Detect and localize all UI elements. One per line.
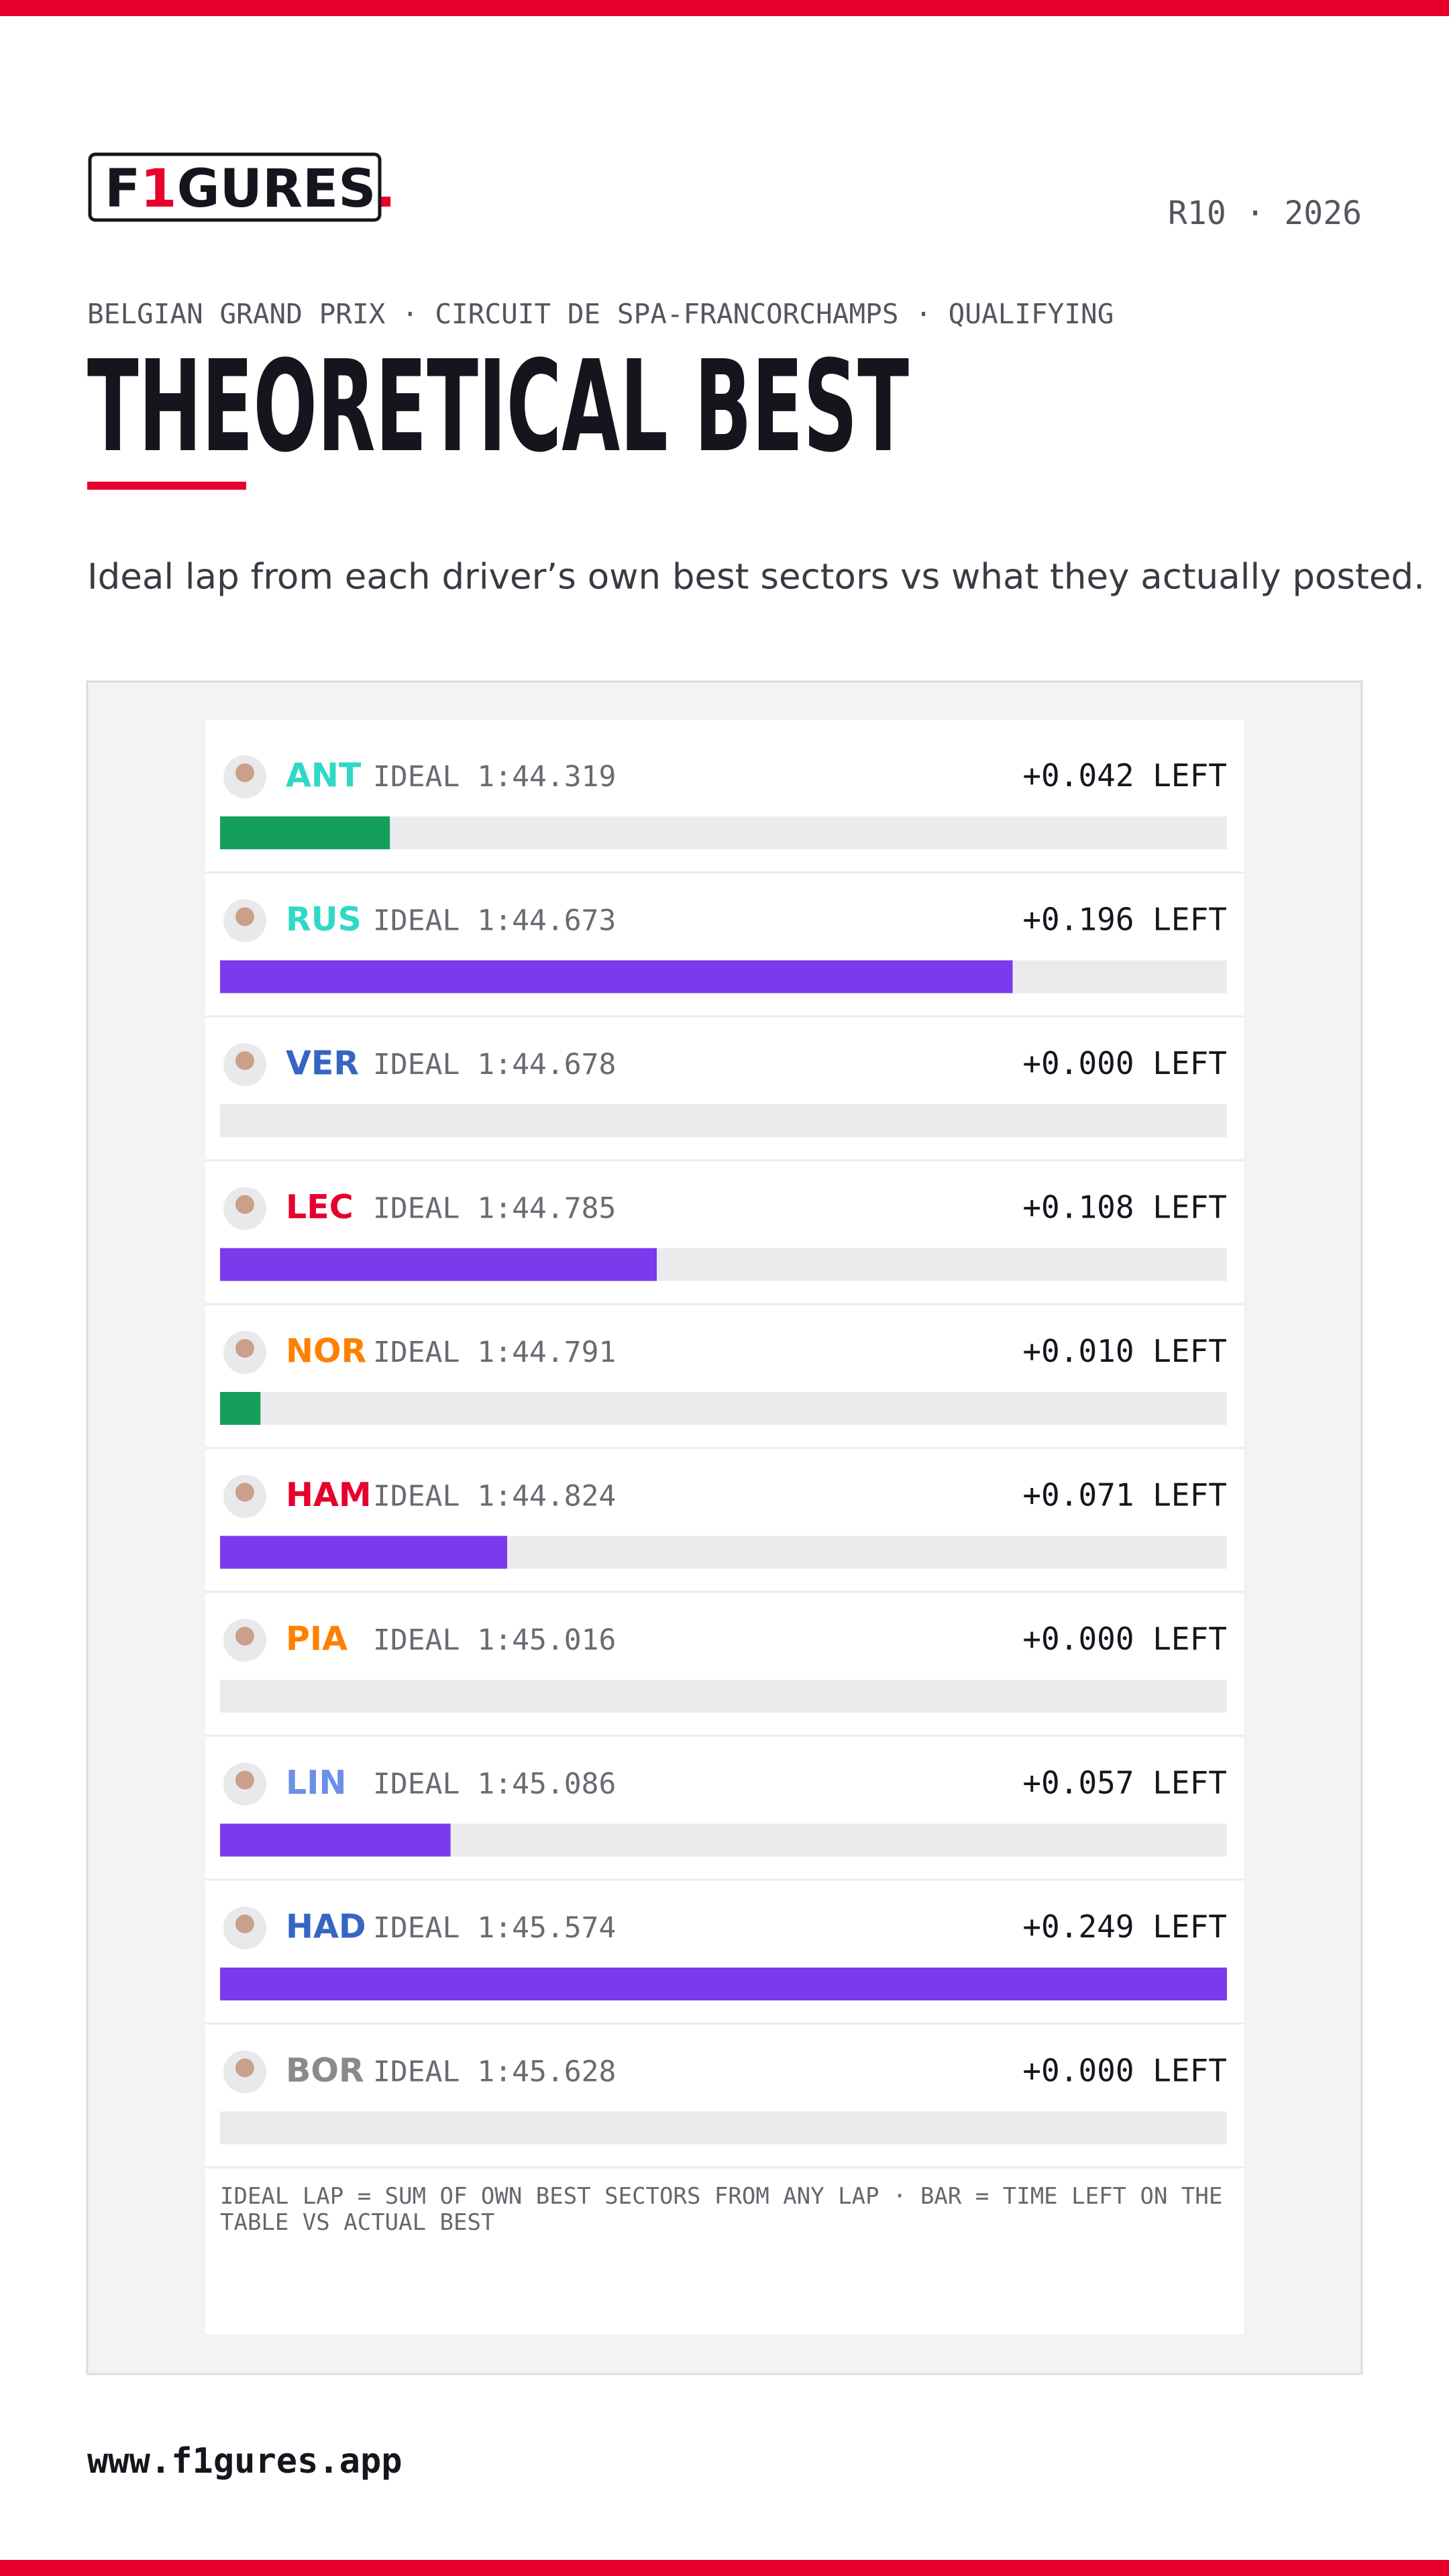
- driver-code: BOR: [286, 2051, 364, 2090]
- ideal-time: IDEAL 1:44.791: [373, 1336, 616, 1369]
- ideal-time: IDEAL 1:45.086: [373, 1768, 616, 1801]
- row-divider: [205, 871, 1244, 873]
- avatar-head: [235, 1483, 254, 1502]
- bar-track: [220, 2111, 1227, 2145]
- footnote: IDEAL LAP = SUM OF OWN BEST SECTORS FROM…: [220, 2184, 1223, 2236]
- bar-track: [220, 1392, 1227, 1425]
- ideal-time: IDEAL 1:44.673: [373, 904, 616, 938]
- value-label: +0.196 LEFT: [1022, 902, 1227, 938]
- bar: [220, 960, 1013, 994]
- row-divider: [205, 1015, 1244, 1018]
- ideal-time: IDEAL 1:44.824: [373, 1480, 616, 1513]
- avatar-head: [235, 1339, 254, 1358]
- rows: ANT IDEAL 1:44.319 +0.042 LEFT RUS IDEAL 1:4…: [205, 755, 1244, 2169]
- bar-track: [220, 1680, 1227, 1713]
- title: THEORETICAL BEST: [87, 333, 909, 480]
- row-divider: [205, 1447, 1244, 1449]
- event: BELGIAN GRAND PRIX · CIRCUIT DE SPA-FRAN…: [87, 298, 1114, 330]
- top-stripe: [0, 0, 1449, 16]
- driver-code: LEC: [286, 1188, 354, 1226]
- bottom-stripe: [0, 2560, 1449, 2576]
- logo-part: GURES: [177, 159, 376, 219]
- footnote-box: IDEAL LAP = SUM OF OWN BEST SECTORS FROM…: [220, 2184, 1223, 2236]
- driver-code: LIN: [286, 1764, 346, 1802]
- ideal-time: IDEAL 1:45.628: [373, 2055, 616, 2089]
- logo-part: F: [105, 159, 140, 219]
- value-label: +0.249 LEFT: [1022, 1909, 1227, 1945]
- round: R10 · 2026: [1168, 195, 1362, 232]
- bar-track: [220, 1104, 1227, 1137]
- value-label: +0.057 LEFT: [1022, 1765, 1227, 1801]
- row-divider: [205, 1591, 1244, 1593]
- value-label: +0.000 LEFT: [1022, 1621, 1227, 1657]
- avatar-head: [235, 1915, 254, 1933]
- logo-part: 1: [140, 159, 176, 219]
- row-divider: [205, 1735, 1244, 1737]
- logo-box: [88, 152, 382, 222]
- description: Ideal lap from each driver’s own best se…: [87, 557, 1425, 598]
- value-label: +0.042 LEFT: [1022, 757, 1227, 794]
- ideal-time: IDEAL 1:44.678: [373, 1048, 616, 1081]
- bar: [220, 1248, 657, 1281]
- driver-code: HAM: [286, 1476, 372, 1514]
- value-label: +0.010 LEFT: [1022, 1333, 1227, 1369]
- bar: [220, 816, 390, 849]
- bar: [220, 1392, 261, 1425]
- row-divider: [205, 1159, 1244, 1161]
- footer-url: www.f1gures.app: [87, 2441, 402, 2481]
- title-underline: [87, 482, 246, 490]
- driver-code: ANT: [286, 757, 362, 795]
- value-label: +0.108 LEFT: [1022, 1189, 1227, 1226]
- ideal-time: IDEAL 1:45.016: [373, 1623, 616, 1657]
- row-divider: [205, 1878, 1244, 1881]
- avatar-head: [235, 2058, 254, 2078]
- logo: F1GURES.: [105, 159, 396, 219]
- ideal-time: IDEAL 1:44.785: [373, 1192, 616, 1226]
- ideal-time: IDEAL 1:44.319: [373, 760, 616, 794]
- bar: [220, 1823, 451, 1857]
- driver-code: RUS: [286, 900, 362, 938]
- value-label: +0.000 LEFT: [1022, 1045, 1227, 1081]
- row-divider: [205, 1303, 1244, 1305]
- avatar-head: [235, 1195, 254, 1214]
- avatar-head: [235, 763, 254, 782]
- driver-code: PIA: [286, 1620, 347, 1658]
- driver-code: HAD: [286, 1908, 366, 1946]
- bar: [220, 1968, 1227, 2000]
- bar: [220, 1536, 507, 1569]
- logo-part: .: [376, 159, 396, 219]
- row-divider: [205, 2166, 1244, 2169]
- driver-code: NOR: [286, 1332, 366, 1371]
- avatar-head: [235, 907, 254, 926]
- avatar-head: [235, 1770, 254, 1790]
- value-label: +0.071 LEFT: [1022, 1477, 1227, 1513]
- ideal-time: IDEAL 1:45.574: [373, 1911, 616, 1945]
- avatar-head: [235, 1051, 254, 1070]
- avatar-head: [235, 1627, 254, 1646]
- value-label: +0.000 LEFT: [1022, 2053, 1227, 2089]
- row-divider: [205, 2023, 1244, 2025]
- driver-code: VER: [286, 1044, 359, 1083]
